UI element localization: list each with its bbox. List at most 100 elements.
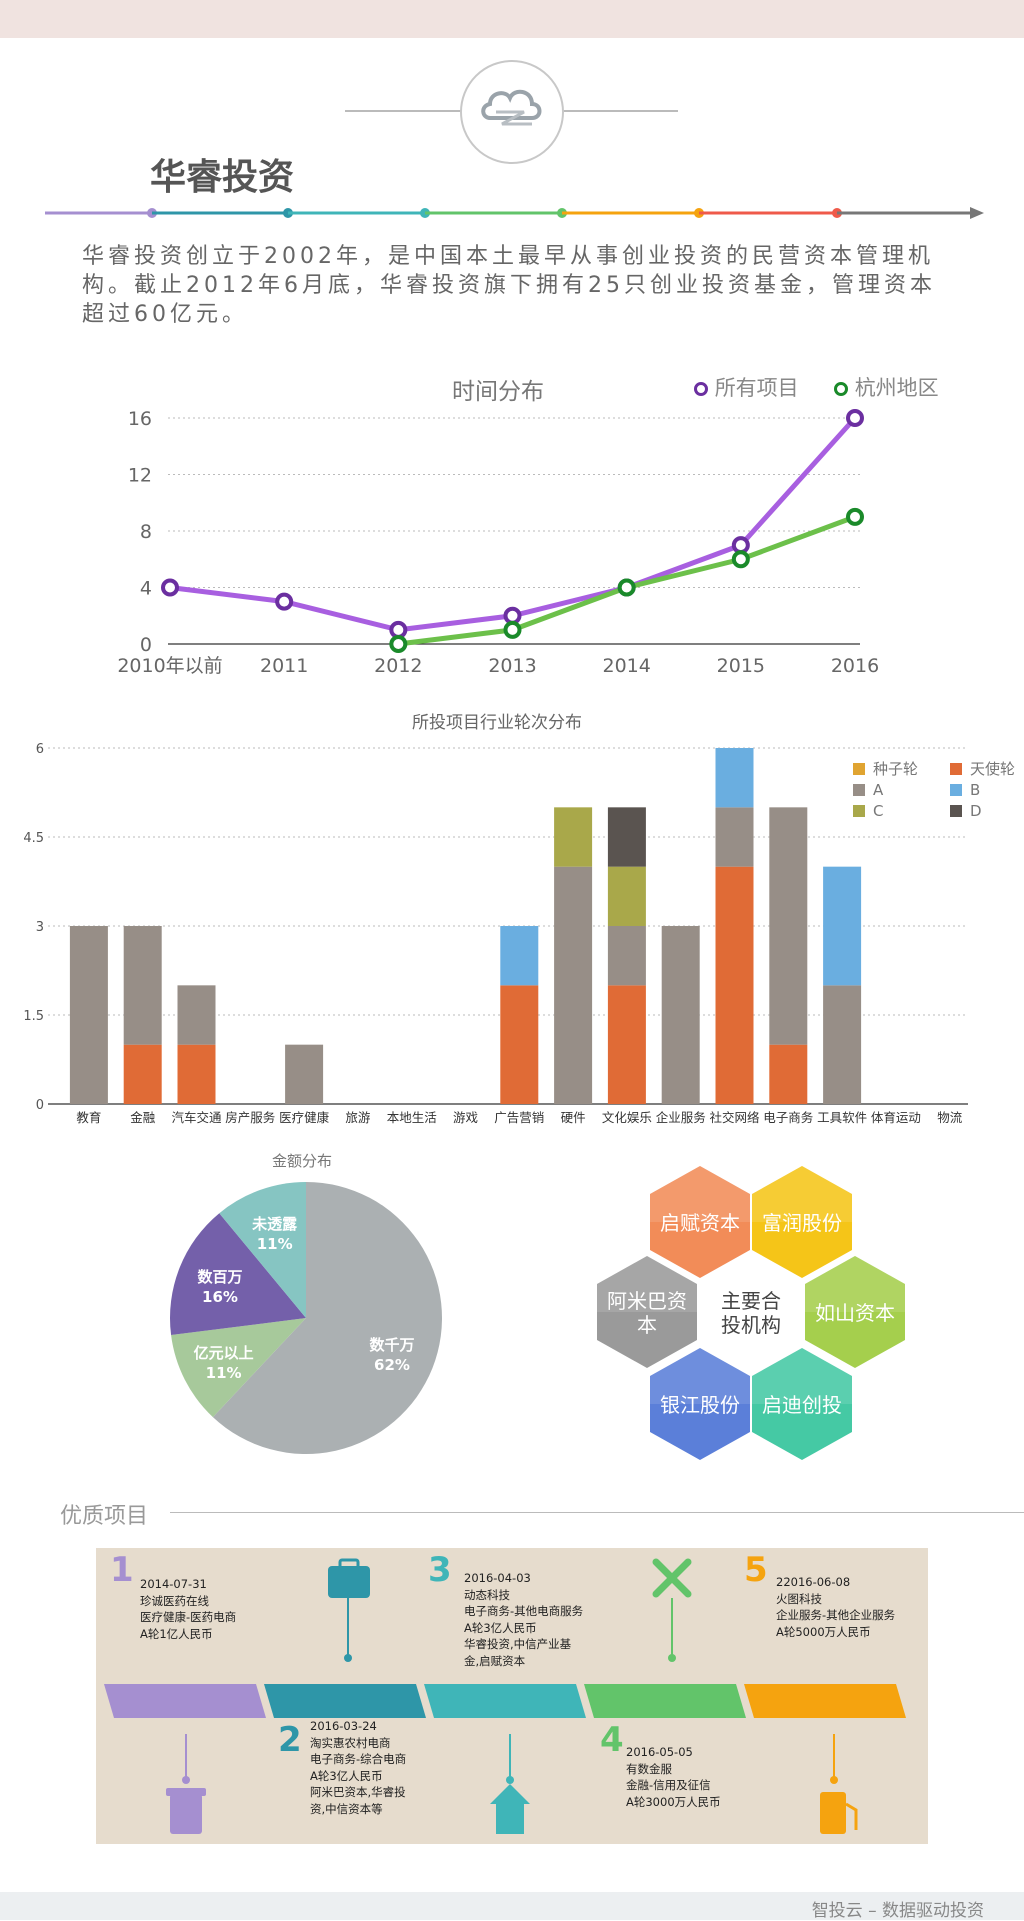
x-tick-label: 社交网络 [709,1110,760,1125]
x-tick-label: 2011 [260,655,308,677]
y-tick-label: 8 [140,521,152,543]
x-tick-label: 文化娱乐 [602,1110,652,1125]
project-timeline [104,1558,906,1834]
pie-slice [219,1182,306,1318]
bar-segment [69,926,108,1104]
legend-item: 种子轮 [853,760,918,778]
project-number: 4 [600,1720,624,1760]
x-tick-label: 医疗健康 [279,1110,330,1125]
bottom-bar [0,1892,1024,1920]
x-tick-label: 金融 [130,1110,156,1125]
x-tick-label: 教育 [76,1110,101,1125]
x-tick-label: 本地生活 [387,1110,437,1125]
briefcase-icon [328,1558,370,1598]
partner-name: 启迪创投 [762,1393,842,1417]
bar-segment [715,866,754,1104]
bar-segment [500,985,539,1104]
svg-text:阿米巴资: 阿米巴资 [607,1289,687,1313]
partner-name: 银江股份 [660,1393,740,1417]
y-tick-label: 4 [140,578,152,600]
intro-text: 华睿投资创立于2002年，是中国本土最早从事创业投资的民营资本管理机构。截止20… [82,244,936,327]
top-bar [0,0,1024,38]
data-point [161,578,179,597]
bar-segment [769,807,808,1045]
x-tick-label: 物流 [937,1110,963,1125]
x-tick-label: 2015 [717,655,765,677]
project-4: 2016-05-05 有数金服 金融-信用及征信 A轮3000万人民币 [626,1745,721,1809]
bar-segment [823,866,862,986]
legend-label: D [970,802,982,820]
legend-label: B [970,781,980,799]
legend-label: 种子轮 [873,760,918,778]
x-tick-label: 硬件 [561,1110,586,1125]
bar-chart-title: 所投项目行业轮次分布 [412,713,582,733]
slice-label: 数千万 [369,1336,414,1354]
partner-hex: 启赋资本 [650,1166,750,1278]
bar-segment [177,985,216,1045]
bar-segment [607,985,646,1104]
x-tick-label: 工具软件 [817,1110,867,1125]
partners-hexagon-group: 启赋资本 富润股份 阿米巴资 本 主要合 投机构 如山资本 银江股份 启迪创投 [597,1166,905,1460]
x-tick-label: 汽车交通 [171,1110,222,1125]
data-point [846,507,864,526]
x-tick-label: 2014 [602,655,650,677]
company-logo [460,60,564,164]
project-number: 2 [278,1720,302,1760]
x-tick-label: 企业服务 [656,1110,706,1125]
data-point [389,620,408,639]
bar-segment [554,807,593,867]
tools-icon [652,1558,692,1598]
partner-hex: 如山资本 [805,1256,905,1368]
data-point [503,606,522,625]
page-title: 华睿投资 [150,157,295,198]
project-3: 2016-04-03 动态科技 电子商务-其他电商服务 A轮3亿人民币 华睿投资,中… [464,1571,584,1668]
legend-label: 所有项目 [714,376,799,400]
series-line-1 [169,416,857,633]
fuel-icon [820,1792,858,1834]
legend-item: C [853,802,883,820]
data-point [389,635,408,653]
y-tick-label: 1.5 [23,1009,44,1024]
bar-segment [123,1044,162,1104]
bar-segment [554,866,593,1104]
partner-name: 如山资本 [815,1301,895,1325]
legend-label: 天使轮 [970,760,1015,778]
data-point [617,578,636,597]
slice-percent: 11% [206,1364,242,1382]
y-tick-label: 3 [36,920,44,935]
slice-percent: 16% [202,1288,238,1306]
pie-slice [212,1182,442,1454]
bar-segment [823,985,862,1104]
y-tick-label: 16 [128,408,152,430]
partner-name: 启赋资本 [660,1211,740,1235]
legend-all-projects: 所有项目 [694,372,799,402]
legend-swatch [853,805,865,817]
legend-label: A [873,781,884,799]
legend-swatch [950,763,962,775]
partner-hex: 富润股份 [752,1166,852,1278]
pie-chart: 数千万 62% 亿元以上 11% 数百万 16% 未透露 11% [170,1182,442,1454]
bar-segment [285,1044,324,1104]
y-tick-label: 4.5 [23,831,44,846]
partner-name: 富润股份 [762,1211,842,1235]
timeline-divider [45,207,984,219]
house-icon [490,1784,530,1834]
slice-label: 亿元以上 [194,1344,254,1362]
pie-slice [171,1318,306,1418]
footer-brand: 智投云 – 数据驱动投资 [811,1901,984,1921]
legend-label: 杭州地区 [854,376,939,400]
center-label: 主要合 [721,1289,781,1313]
line-chart: 0 4 8 12 16 2010年以前 2011 2012 2013 2014 2015 2016 [117,408,879,677]
legend-swatch [853,784,865,796]
legend-swatch [950,805,962,817]
legend-swatch [853,763,865,775]
x-tick-label: 2016 [831,655,879,677]
legend-marker [834,382,848,396]
legend-hangzhou: 杭州地区 [834,372,939,402]
x-tick-label: 2010年以前 [117,655,222,677]
x-tick-label: 电子商务 [763,1110,813,1125]
slice-percent: 62% [374,1356,410,1374]
x-tick-label: 体育运动 [871,1110,921,1125]
segment-1 [104,1684,266,1718]
center-label: 投机构 [721,1313,781,1337]
